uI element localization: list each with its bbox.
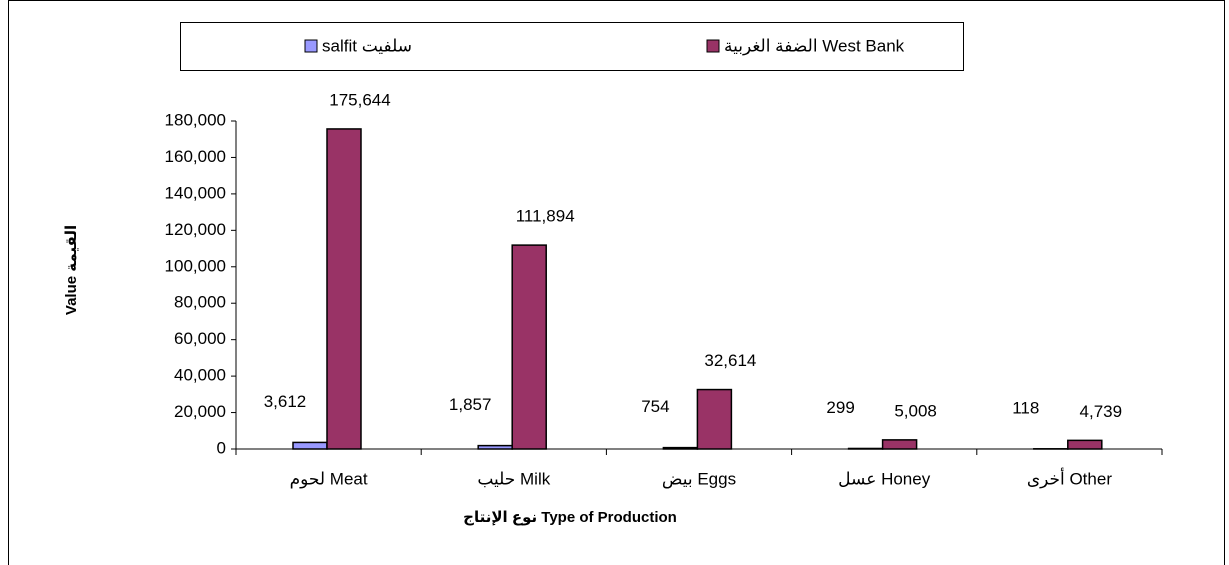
legend-label: salfit سلفيت (322, 36, 412, 55)
legend-label: الضفة الغربية West Bank (724, 36, 905, 55)
x-tick-label: حليب Milk (477, 469, 550, 488)
y-tick-label: 120,000 (165, 220, 226, 239)
bar (847, 447, 884, 450)
x-tick-label: لحوم Meat (290, 469, 368, 488)
x-tick-label: عسل Honey (838, 469, 931, 488)
chart-frame (8, 0, 1225, 565)
y-tick-label: 180,000 (165, 110, 226, 129)
bar (326, 128, 362, 450)
y-axis-label: Value القيمة (63, 225, 80, 315)
data-label: 1,857 (449, 395, 492, 414)
bar (1067, 439, 1103, 450)
data-label: 4,739 (1080, 402, 1123, 421)
x-tick-label: بيض Eggs (662, 469, 736, 488)
bar (696, 388, 733, 450)
data-label: 118 (1012, 398, 1039, 417)
y-tick-label: 60,000 (174, 329, 226, 348)
y-tick-label: 20,000 (174, 402, 226, 421)
legend-swatch (304, 39, 318, 53)
bar (511, 244, 547, 450)
bar (881, 439, 918, 450)
y-tick-label: 40,000 (174, 366, 226, 385)
legend-swatch (706, 39, 720, 53)
data-label: 111,894 (516, 207, 575, 226)
bar (292, 441, 328, 450)
y-tick-label: 80,000 (174, 293, 226, 312)
data-label: 32,614 (704, 351, 756, 370)
data-label: 754 (641, 397, 669, 416)
bar (477, 444, 513, 450)
data-label: 3,612 (264, 392, 307, 411)
data-label: 5,008 (894, 401, 937, 420)
data-label: 175,644 (329, 90, 390, 109)
x-axis-label: نوع الإنتاج Type of Production (463, 509, 677, 526)
x-tick-label: أخرى Other (1027, 467, 1113, 488)
y-tick-label: 0 (217, 438, 226, 457)
data-label: 299 (826, 398, 854, 417)
y-tick-label: 140,000 (165, 183, 226, 202)
bar (662, 446, 699, 450)
y-tick-label: 160,000 (165, 147, 226, 166)
y-tick-label: 100,000 (165, 256, 226, 275)
